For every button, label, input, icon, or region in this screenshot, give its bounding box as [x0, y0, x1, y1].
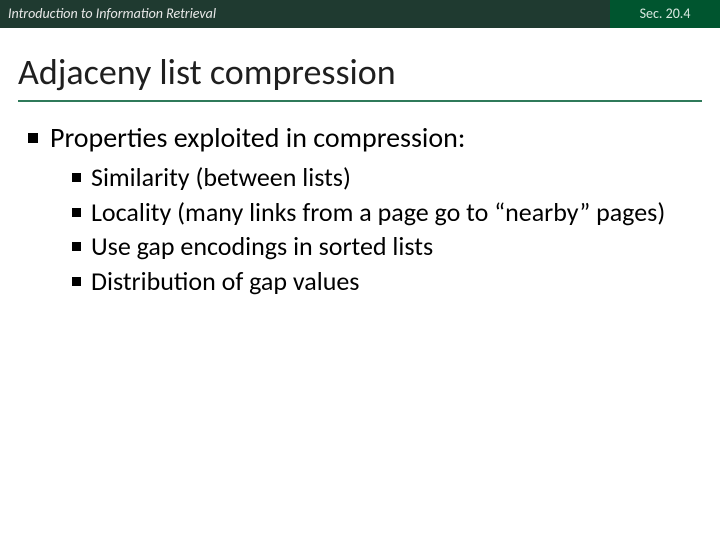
bullet-level2: Distribution of gap values	[72, 265, 692, 298]
bullet-text: Properties exploited in compression:	[50, 120, 692, 155]
bullet-text: Use gap encodings in sorted lists	[91, 230, 692, 263]
title-region: Adjaceny list compression	[0, 28, 720, 106]
slide-body: Properties exploited in compression: Sim…	[0, 106, 720, 297]
square-bullet-icon	[72, 173, 81, 182]
bullet-level2: Similarity (between lists)	[72, 161, 692, 194]
course-title: Introduction to Information Retrieval	[0, 0, 610, 28]
bullet-level2: Locality (many links from a page go to “…	[72, 196, 692, 229]
square-bullet-icon	[72, 242, 81, 251]
square-bullet-icon	[72, 277, 81, 286]
bullet-text: Locality (many links from a page go to “…	[91, 196, 692, 229]
square-bullet-icon	[28, 133, 38, 143]
bullet-level2: Use gap encodings in sorted lists	[72, 230, 692, 263]
bullet-text: Distribution of gap values	[91, 265, 692, 298]
slide-title: Adjaceny list compression	[18, 50, 702, 102]
bullet-text: Similarity (between lists)	[91, 161, 692, 194]
square-bullet-icon	[72, 208, 81, 217]
slide-header: Introduction to Information Retrieval Se…	[0, 0, 720, 28]
section-label: Sec. 20.4	[610, 0, 720, 28]
bullet-level1: Properties exploited in compression:	[28, 120, 692, 155]
